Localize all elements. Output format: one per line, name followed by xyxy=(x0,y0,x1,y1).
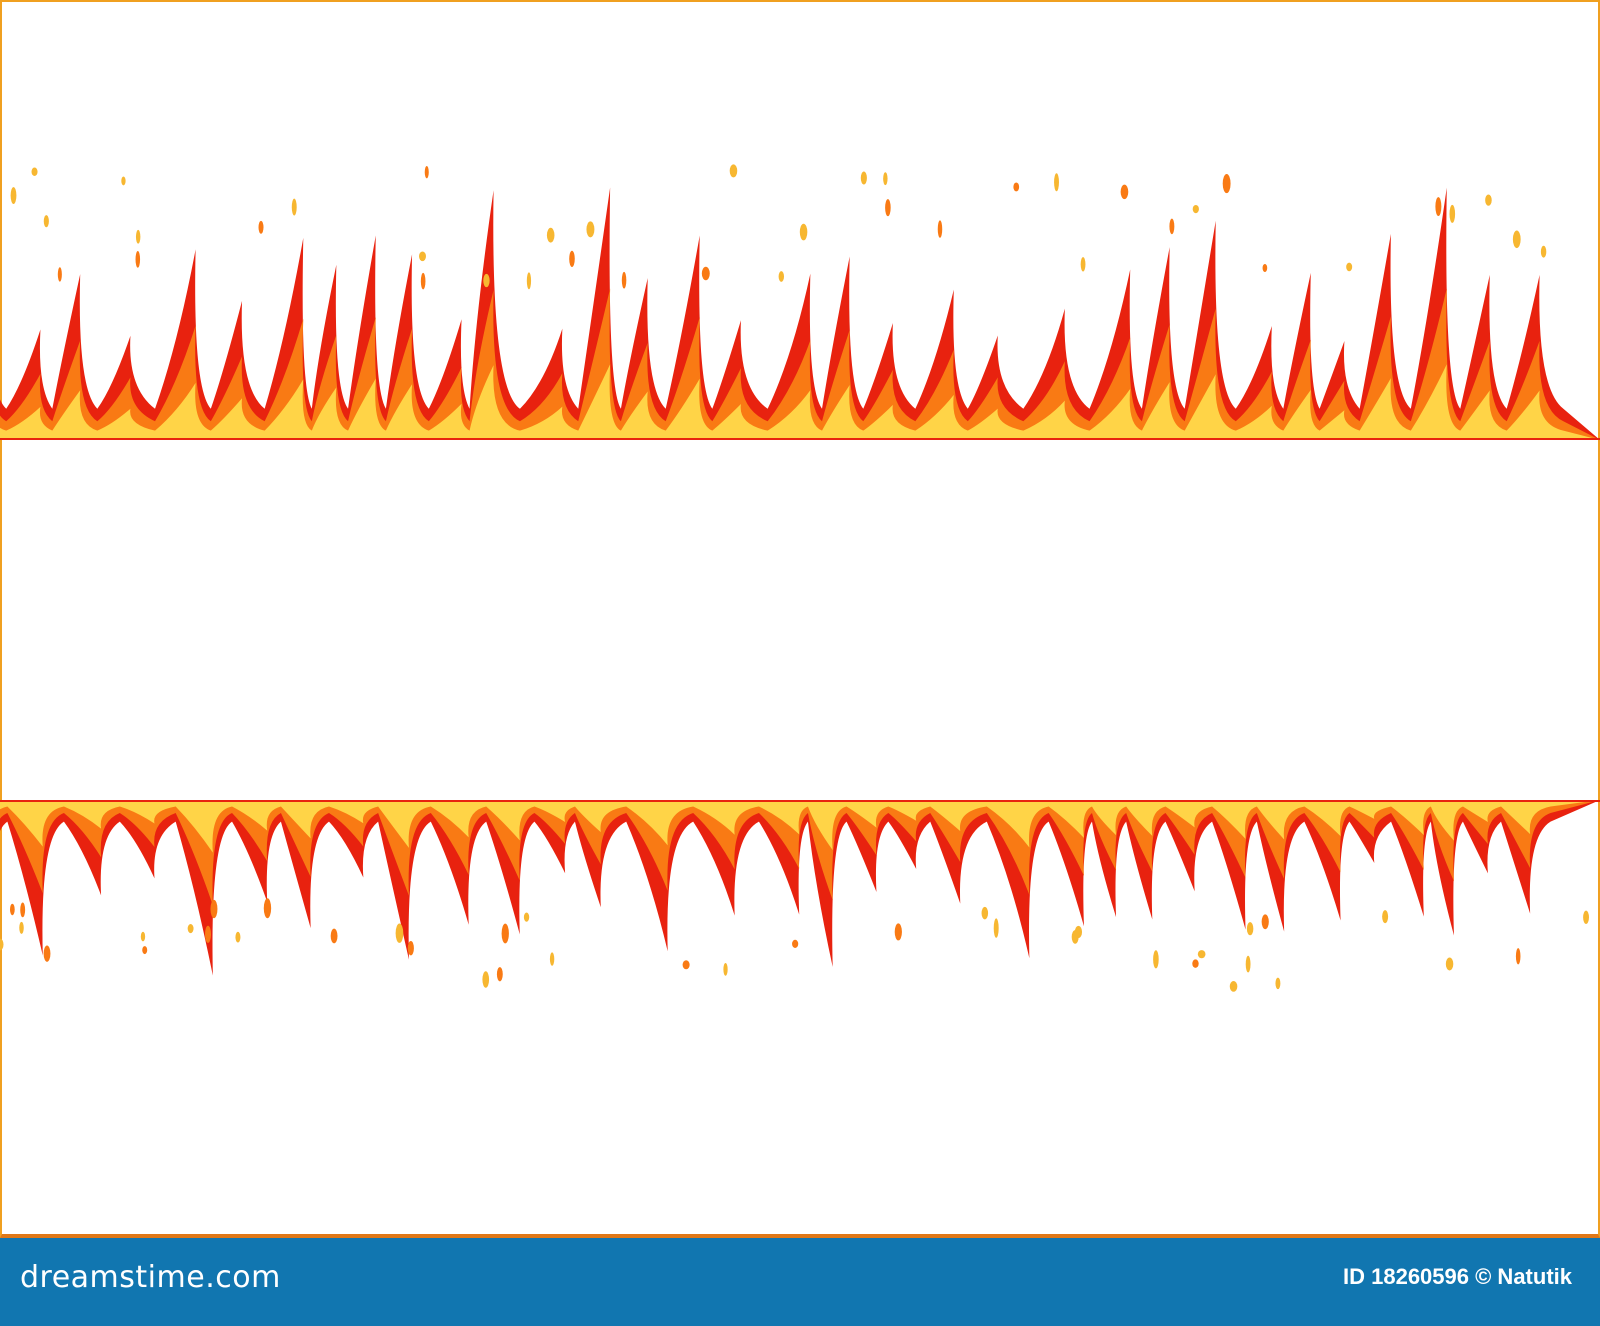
ember xyxy=(43,945,51,962)
top-flames-edge-line xyxy=(0,438,1600,440)
ember xyxy=(523,912,530,922)
ember xyxy=(1245,955,1251,973)
bottom-flames-layer-2 xyxy=(0,800,1600,853)
ember xyxy=(1054,173,1059,192)
bottom-flame-banner xyxy=(0,800,1600,992)
ember xyxy=(210,899,218,919)
ember xyxy=(1445,957,1454,971)
ember xyxy=(621,271,627,289)
ember xyxy=(1153,950,1159,969)
ember xyxy=(424,165,429,179)
ember xyxy=(883,172,888,186)
ember xyxy=(682,960,690,970)
ember xyxy=(1382,910,1389,924)
ember xyxy=(258,220,264,234)
ember xyxy=(1080,257,1086,272)
ember xyxy=(860,171,867,185)
ember xyxy=(263,898,272,919)
ember xyxy=(1435,197,1442,216)
ember xyxy=(526,272,532,290)
ember xyxy=(799,223,808,241)
ember xyxy=(546,227,555,243)
ember xyxy=(235,931,241,943)
ember xyxy=(701,266,710,281)
ember xyxy=(1512,230,1521,249)
bottom-flames-layer-1 xyxy=(0,800,1600,906)
ember xyxy=(135,229,141,244)
ember xyxy=(549,952,555,966)
ember xyxy=(1275,977,1281,990)
ember xyxy=(135,251,141,268)
ember xyxy=(1192,959,1199,968)
image-credit: ID 18260596 © Natutik xyxy=(1343,1264,1572,1289)
ember xyxy=(1246,922,1254,936)
ember xyxy=(420,272,426,290)
ember xyxy=(1515,948,1521,965)
ember xyxy=(407,941,414,956)
ember xyxy=(482,971,490,988)
ember xyxy=(1449,204,1456,223)
footer-bar: dreamstime.com ID 18260596 © Natutik xyxy=(0,1238,1600,1326)
ember xyxy=(10,187,17,204)
ember xyxy=(1120,184,1129,200)
ember xyxy=(395,923,404,943)
ember xyxy=(20,902,26,918)
ember xyxy=(885,199,891,217)
ember xyxy=(57,267,62,282)
ember xyxy=(723,962,728,976)
ember xyxy=(586,221,595,238)
ember xyxy=(43,215,49,228)
ember xyxy=(792,939,799,948)
ember xyxy=(483,273,490,288)
top-flame-banner xyxy=(0,164,1600,440)
ember xyxy=(140,931,146,942)
ember xyxy=(1485,194,1492,206)
ember xyxy=(501,923,509,944)
ember xyxy=(993,918,999,938)
ember xyxy=(894,923,902,941)
ember xyxy=(1192,204,1199,214)
ember xyxy=(187,923,194,934)
ember xyxy=(1261,914,1269,930)
ember xyxy=(496,967,503,982)
bottom-flames-edge-line xyxy=(0,800,1600,802)
ember xyxy=(1540,245,1547,258)
ember xyxy=(1197,950,1206,959)
top-flames-layer-1 xyxy=(0,288,1600,440)
ember xyxy=(778,271,785,282)
ember xyxy=(1346,262,1353,272)
image-frame xyxy=(0,0,1600,1238)
top-flames-layer-2 xyxy=(0,364,1600,440)
ember xyxy=(121,176,126,186)
ember xyxy=(0,938,4,951)
ember xyxy=(9,903,15,916)
ember xyxy=(569,250,575,267)
ember xyxy=(981,906,989,920)
ember xyxy=(729,164,738,178)
ember xyxy=(142,946,148,955)
ember xyxy=(1229,981,1238,992)
ember xyxy=(1074,925,1083,939)
ember xyxy=(330,928,338,944)
ember xyxy=(1262,264,1268,273)
dreamstime-logo[interactable]: dreamstime.com xyxy=(20,1260,281,1295)
ember xyxy=(204,925,212,943)
ember xyxy=(31,167,38,176)
ember xyxy=(1013,182,1020,192)
ember xyxy=(1222,174,1231,194)
ember xyxy=(1169,218,1175,235)
ember xyxy=(1583,910,1589,924)
ember xyxy=(419,251,426,262)
ember xyxy=(19,921,24,934)
ember xyxy=(937,220,943,238)
ember xyxy=(291,198,297,216)
